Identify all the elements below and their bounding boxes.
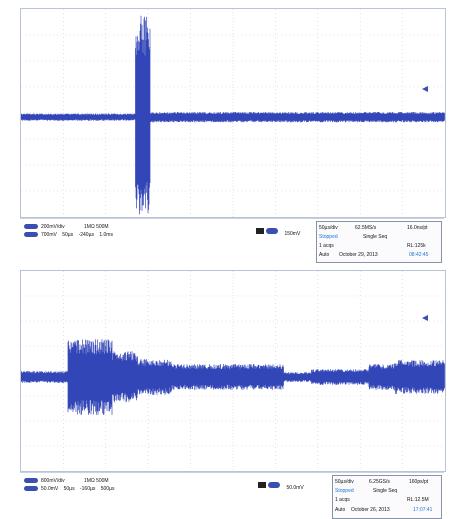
sample-rate: 6.25GS/s [369, 479, 390, 485]
channel-scale: 800mV/div [41, 478, 65, 484]
time: 08:42:45 [409, 252, 429, 258]
channel-2-pill [24, 232, 38, 238]
offset-3: 1.0ms [99, 232, 113, 238]
bandwidth: 500M [96, 478, 109, 484]
bandwidth: 500M [96, 224, 109, 230]
channel-2-info[interactable]: 700mV 50µs -240µs 1.0ms [24, 232, 113, 238]
offset-2: -160µs [79, 486, 96, 492]
channel-marker-2 [422, 315, 428, 321]
waveform-plot-2 [20, 270, 446, 472]
timebase: 50µs/div [319, 225, 338, 231]
time: 17:07:41 [413, 507, 433, 513]
signal-trace [21, 339, 445, 415]
run-status: Stopped [319, 234, 338, 240]
acquisition-box: 50µs/div 62.5MS/s 16.0ns/pt Stopped Sing… [316, 221, 442, 263]
acquisitions: 1 acqs [319, 243, 334, 249]
input-impedance: 1MΩ [84, 478, 95, 484]
signal-trace [21, 15, 445, 215]
channel-2-scale: 700mV [41, 232, 57, 238]
resolution: 16.0ns/pt [407, 225, 428, 231]
input-impedance: 1MΩ [84, 224, 95, 230]
timebase: 50µs/div [335, 479, 354, 485]
trigger-mode: Auto [319, 252, 330, 258]
channel-1-info[interactable]: 200mV/div 1MΩ 500M [24, 224, 109, 230]
trigger-icon [256, 227, 264, 234]
channel-2-info[interactable]: 50.0mV 50µs -160µs 500µs [24, 486, 114, 492]
trigger-mode: Auto [335, 507, 346, 513]
offset-2: -240µs [78, 232, 94, 238]
channel-2-scale: 50.0mV [41, 486, 59, 492]
trigger-channel-pill [266, 227, 278, 234]
offset-1: 50µs [63, 486, 75, 492]
status-panel-2: 800mV/div 1MΩ 500M 50.0mV 50µs -160µs 50… [20, 472, 444, 519]
trigger-info[interactable]: 50.0mV [258, 476, 304, 491]
trigger-level: 150mV [284, 231, 301, 237]
waveform-graph-2 [21, 271, 445, 471]
channel-1-info[interactable]: 800mV/div 1MΩ 500M [24, 478, 109, 484]
status-panel-1: 200mV/div 1MΩ 500M 700mV 50µs -240µs 1.0… [20, 218, 444, 263]
channel-1-pill [24, 224, 38, 230]
acquisition-mode: Single Seq [373, 488, 398, 494]
trigger-info[interactable]: 150mV [256, 222, 300, 237]
date: October 29, 2013 [339, 252, 378, 258]
offset-1: 50µs [62, 232, 74, 238]
date: October 26, 2013 [351, 507, 390, 513]
waveform-graph-1 [21, 9, 445, 217]
acquisitions: 1 acqs [335, 497, 350, 503]
trigger-channel-pill [268, 481, 280, 488]
run-status: Stopped [335, 488, 354, 494]
record-length: RL:125k [407, 243, 426, 249]
trigger-icon [258, 481, 266, 488]
channel-marker-1 [422, 86, 428, 92]
channel-scale: 200mV/div [41, 224, 65, 230]
channel-2-pill [24, 486, 38, 492]
sample-rate: 62.5MS/s [355, 225, 377, 231]
acquisition-mode: Single Seq [363, 234, 388, 240]
resolution: 160ps/pt [409, 479, 429, 485]
waveform-plot-1 [20, 8, 446, 218]
channel-1-pill [24, 478, 38, 484]
record-length: RL:12.5M [407, 497, 429, 503]
offset-3: 500µs [100, 486, 115, 492]
acquisition-box: 50µs/div 6.25GS/s 160ps/pt Stopped Singl… [332, 475, 442, 519]
trigger-level: 50.0mV [286, 485, 304, 491]
